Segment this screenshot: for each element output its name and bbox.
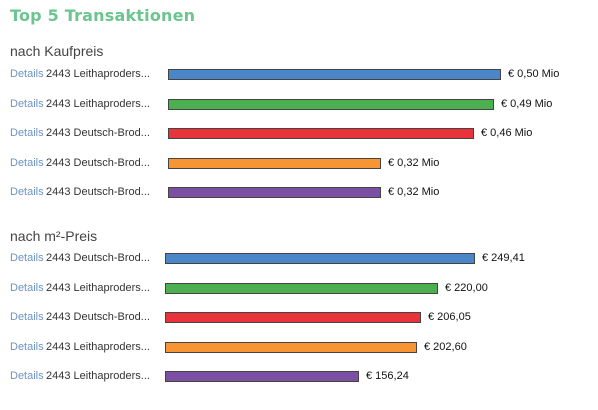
page-title: Top 5 Transaktionen bbox=[10, 6, 196, 25]
details-link[interactable]: Details bbox=[10, 281, 44, 294]
bar-row-kaufpreis-3: Details 2443 Deutsch-Brod... € 0,46 Mio bbox=[10, 127, 590, 146]
bar bbox=[165, 253, 475, 264]
bar-row-kaufpreis-1: Details 2443 Leithaproders... € 0,50 Mio bbox=[10, 68, 590, 87]
bar bbox=[168, 98, 494, 110]
category-label: 2443 Deutsch-Brod... bbox=[46, 156, 150, 169]
bar-row-m2-preis-4: Details 2443 Leithaproders... € 202,60 bbox=[10, 341, 590, 360]
details-link[interactable]: Details bbox=[10, 127, 44, 139]
bar bbox=[165, 282, 438, 294]
category-label: 2443 Deutsch-Brod... bbox=[46, 252, 150, 264]
value-label: € 0,46 Mio bbox=[481, 127, 533, 139]
details-link[interactable]: Details bbox=[10, 186, 44, 198]
bar bbox=[168, 157, 381, 169]
bar bbox=[168, 187, 381, 198]
bar-row-m2-preis-3: Details 2443 Deutsch-Brod... € 206,05 bbox=[10, 311, 590, 330]
bar-row-kaufpreis-4: Details 2443 Deutsch-Brod... € 0,32 Mio bbox=[10, 157, 590, 176]
details-link[interactable]: Details bbox=[10, 252, 44, 264]
bar bbox=[168, 128, 474, 139]
details-link[interactable]: Details bbox=[10, 340, 44, 353]
bar bbox=[165, 371, 359, 382]
bar-row-kaufpreis-2: Details 2443 Leithaproders... € 0,49 Mio bbox=[10, 98, 590, 117]
bar bbox=[168, 69, 501, 80]
details-link[interactable]: Details bbox=[10, 370, 44, 382]
value-label: € 202,60 bbox=[424, 340, 467, 353]
category-label: 2443 Deutsch-Brod... bbox=[46, 186, 150, 198]
category-label: 2443 Leithaproders... bbox=[46, 340, 150, 353]
value-label: € 249,41 bbox=[482, 252, 525, 264]
value-label: € 0,32 Mio bbox=[388, 156, 440, 169]
details-link[interactable]: Details bbox=[10, 68, 44, 80]
details-link[interactable]: Details bbox=[10, 97, 44, 110]
value-label: € 156,24 bbox=[366, 370, 409, 382]
bar bbox=[165, 341, 417, 353]
value-label: € 0,50 Mio bbox=[508, 68, 560, 80]
category-label: 2443 Leithaproders... bbox=[46, 97, 150, 110]
section-title-kaufpreis: nach Kaufpreis bbox=[10, 43, 104, 59]
category-label: 2443 Leithaproders... bbox=[46, 68, 150, 80]
value-label: € 0,49 Mio bbox=[501, 97, 553, 110]
category-label: 2443 Leithaproders... bbox=[46, 281, 150, 294]
bar-row-m2-preis-1: Details 2443 Deutsch-Brod... € 249,41 bbox=[10, 252, 590, 271]
value-label: € 0,32 Mio bbox=[388, 186, 440, 198]
bar bbox=[165, 312, 421, 323]
value-label: € 220,00 bbox=[445, 281, 488, 294]
value-label: € 206,05 bbox=[428, 311, 471, 323]
bar-row-m2-preis-2: Details 2443 Leithaproders... € 220,00 bbox=[10, 282, 590, 301]
details-link[interactable]: Details bbox=[10, 311, 44, 323]
category-label: 2443 Deutsch-Brod... bbox=[46, 127, 150, 139]
category-label: 2443 Leithaproders... bbox=[46, 370, 150, 382]
details-link[interactable]: Details bbox=[10, 156, 44, 169]
category-label: 2443 Deutsch-Brod... bbox=[46, 311, 150, 323]
section-title-m2-preis: nach m²-Preis bbox=[10, 228, 98, 244]
bar-row-kaufpreis-5: Details 2443 Deutsch-Brod... € 0,32 Mio bbox=[10, 186, 590, 205]
bar-row-m2-preis-5: Details 2443 Leithaproders... € 156,24 bbox=[10, 370, 590, 389]
